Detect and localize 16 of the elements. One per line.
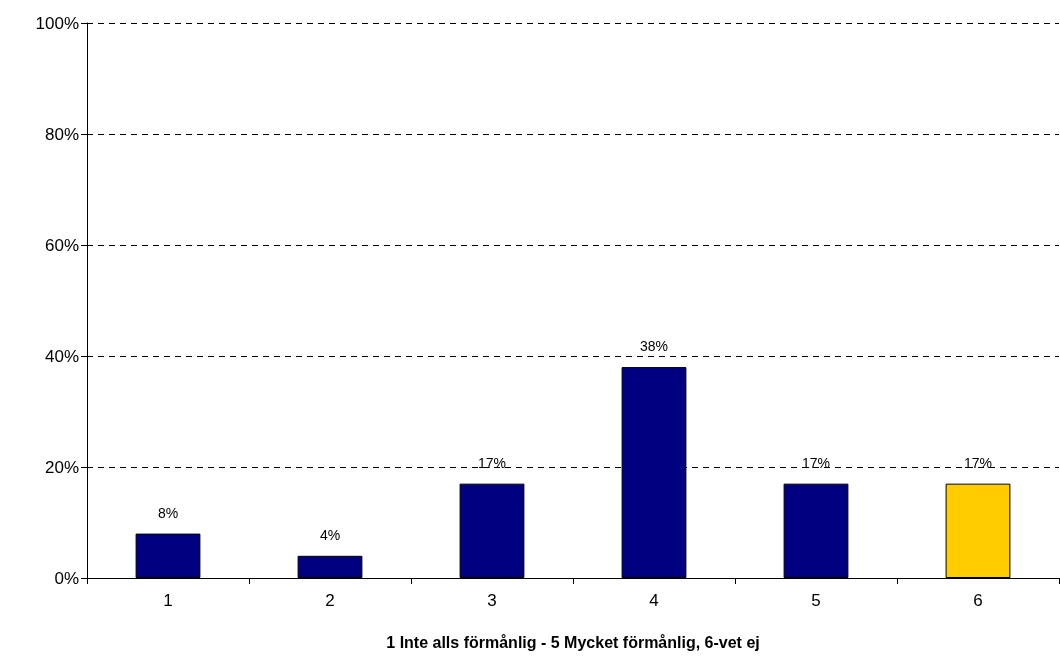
x-axis-title: 1 Inte alls förmånlig - 5 Mycket förmånlig, 6-vet ej (386, 633, 760, 651)
x-tick-label: 5 (811, 591, 821, 610)
y-tick-label: 40% (44, 346, 79, 366)
data-label: 38% (639, 338, 669, 355)
y-tick-label: 20% (44, 457, 79, 477)
x-tick-label: 1 (163, 591, 173, 610)
data-label: 4% (319, 526, 341, 543)
y-tick-label: 0% (54, 568, 79, 588)
x-tick-label: 4 (649, 591, 659, 610)
data-label: 8% (157, 504, 179, 521)
x-tick-label: 2 (325, 591, 335, 610)
x-tick-label: 6 (973, 591, 983, 610)
x-tick-label: 3 (487, 591, 497, 610)
y-tick-label: 60% (44, 235, 79, 255)
y-tick-label: 100% (35, 13, 79, 33)
y-tick-label: 80% (44, 124, 79, 144)
